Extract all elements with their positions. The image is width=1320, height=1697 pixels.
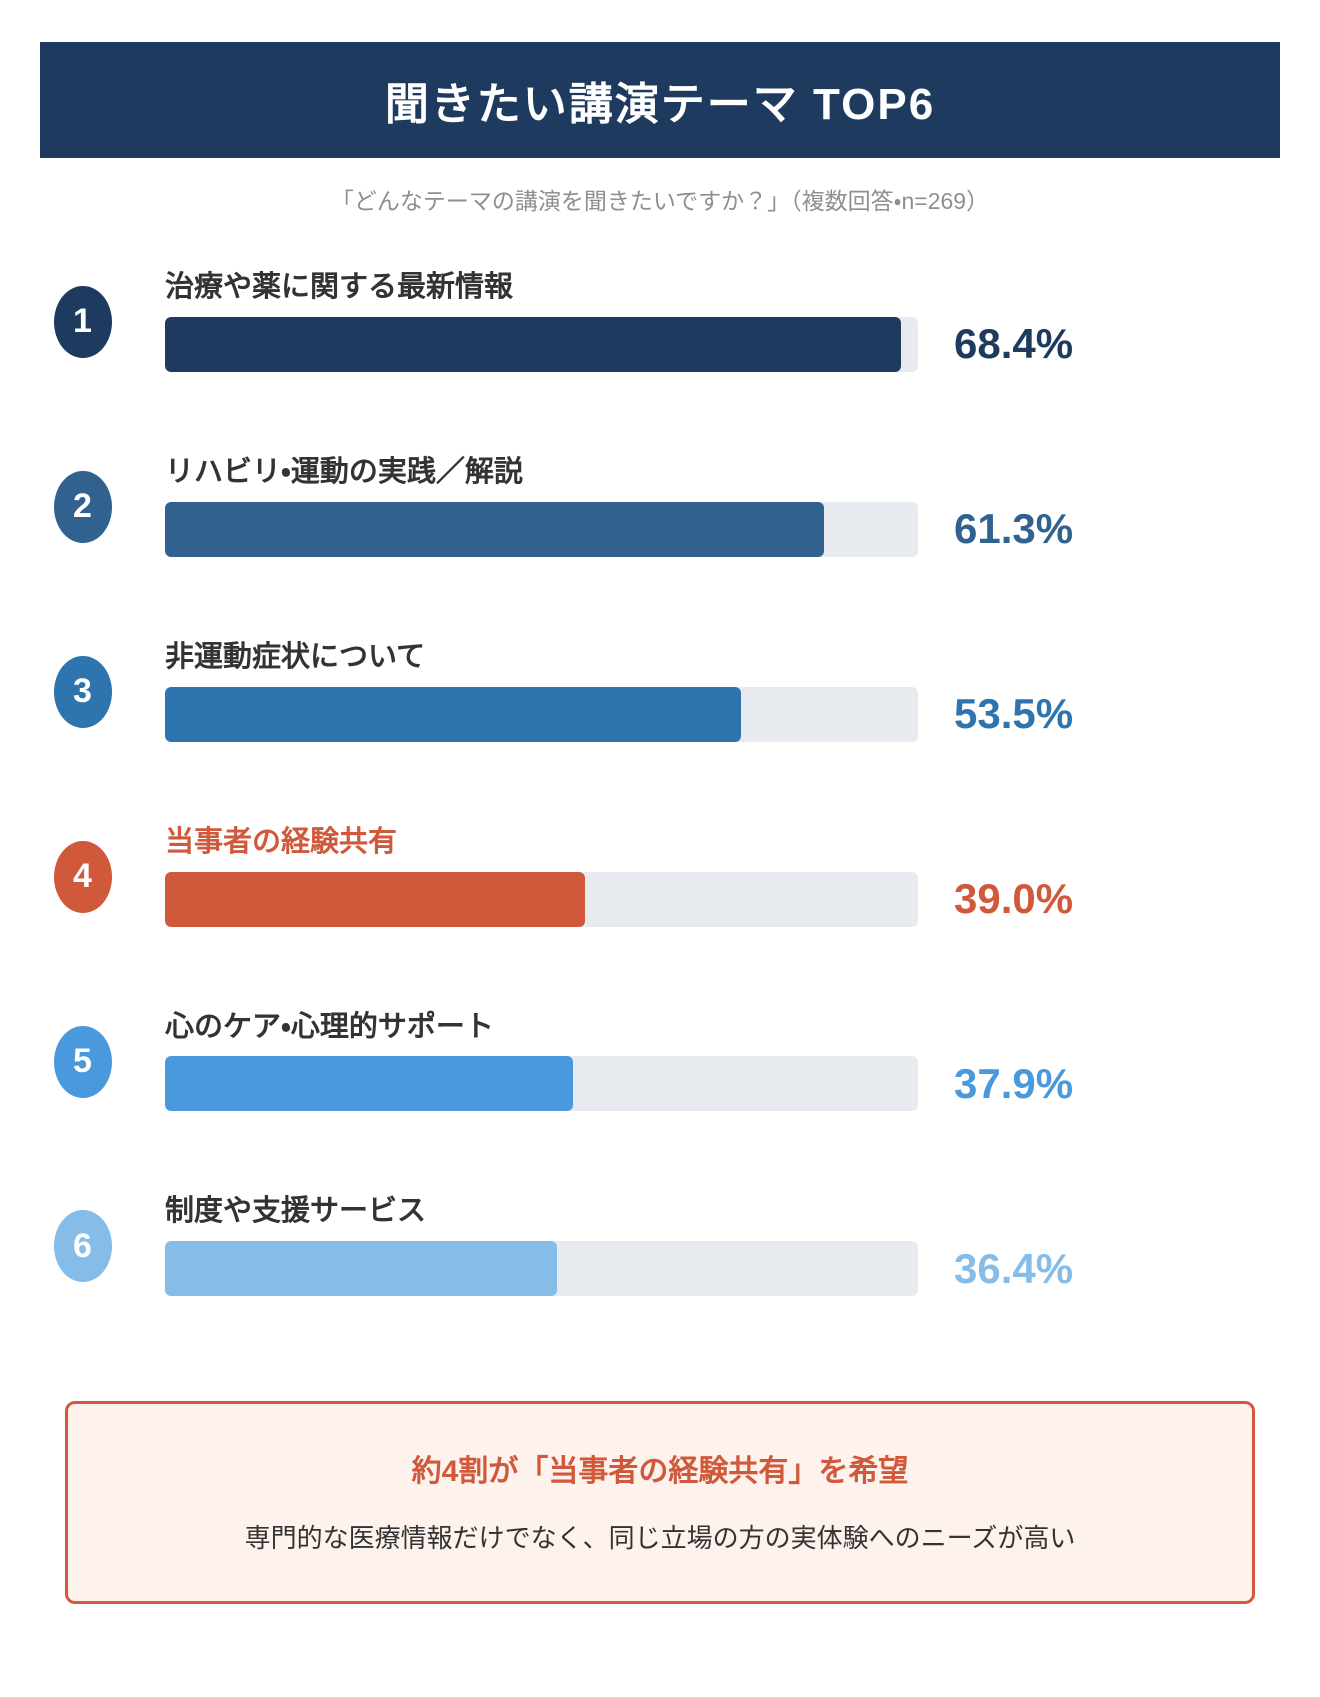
chart-row: 1 治療や薬に関する最新情報 68.4% [0, 271, 1320, 372]
bar-fill-2 [165, 501, 825, 557]
percentage-label-3: 53.5% [954, 690, 1074, 738]
callout-title: 約4割が「当事者の経験共有」を希望 [411, 1455, 909, 1489]
bar-fill-1 [165, 316, 901, 372]
theme-label-1: 治療や薬に関する最新情報 [165, 271, 514, 303]
chart-row: 5 心のケア・心理的サポート 37.9% [0, 1010, 1320, 1112]
chart-row: 4 当事者の経験共有 39.0% [0, 825, 1320, 927]
chart-row: 6 制度や支援サービス 36.4% [0, 1195, 1320, 1297]
rank-badge-6: 6 [53, 1210, 112, 1283]
chart-row: 3 非運動症状について 53.5% [0, 640, 1320, 742]
bar-track-2 [165, 501, 918, 557]
bar-track-6 [165, 1241, 918, 1297]
bar-track-4 [165, 871, 918, 927]
bar-fill-6 [165, 1241, 557, 1297]
bar-fill-3 [165, 686, 741, 742]
theme-label-3: 非運動症状について [165, 640, 426, 673]
header-banner: 聞きたい講演テーマ TOP6 [40, 42, 1280, 158]
ranking-bar-chart: 1 治療や薬に関する最新情報 68.4% 2 リハビリ・運動の実践／解説 [0, 271, 1320, 1297]
theme-label-6: 制度や支援サービス [165, 1195, 427, 1228]
percentage-label-4: 39.0% [954, 875, 1074, 923]
percentage-label-2: 61.3% [954, 505, 1074, 553]
page-title: 聞きたい講演テーマ TOP6 [384, 80, 936, 129]
theme-label-2: リハビリ・運動の実践／解説 [165, 455, 523, 488]
callout-body: 専門的な医療情報だけでなく、同じ立場の方の実体験へのニーズが高い [244, 1523, 1076, 1554]
bar-track-5 [165, 1056, 918, 1112]
rank-badge-4: 4 [53, 840, 112, 913]
chart-row: 2 リハビリ・運動の実践／解説 61.3% [0, 455, 1320, 557]
theme-label-5: 心のケア・心理的サポート [165, 1010, 494, 1043]
rank-badge-1: 1 [53, 285, 112, 358]
percentage-label-5: 37.9% [954, 1059, 1074, 1107]
bar-fill-5 [165, 1056, 573, 1112]
rank-badge-3: 3 [53, 655, 112, 728]
percentage-label-1: 68.4% [954, 320, 1074, 368]
rank-badge-5: 5 [53, 1025, 112, 1098]
callout-box: 約4割が「当事者の経験共有」を希望 専門的な医療情報だけでなく、同じ立場の方の実… [65, 1401, 1255, 1605]
rank-badge-2: 2 [53, 470, 112, 543]
bar-track-1 [165, 316, 918, 372]
percentage-label-6: 36.4% [954, 1244, 1074, 1292]
bar-fill-4 [165, 871, 585, 927]
theme-label-4-highlighted: 当事者の経験共有 [165, 825, 398, 858]
survey-question-subtitle: 「どんなテーマの講演を聞きたいですか？」（複数回答・n=269） [330, 188, 990, 214]
bar-track-3 [165, 686, 918, 742]
